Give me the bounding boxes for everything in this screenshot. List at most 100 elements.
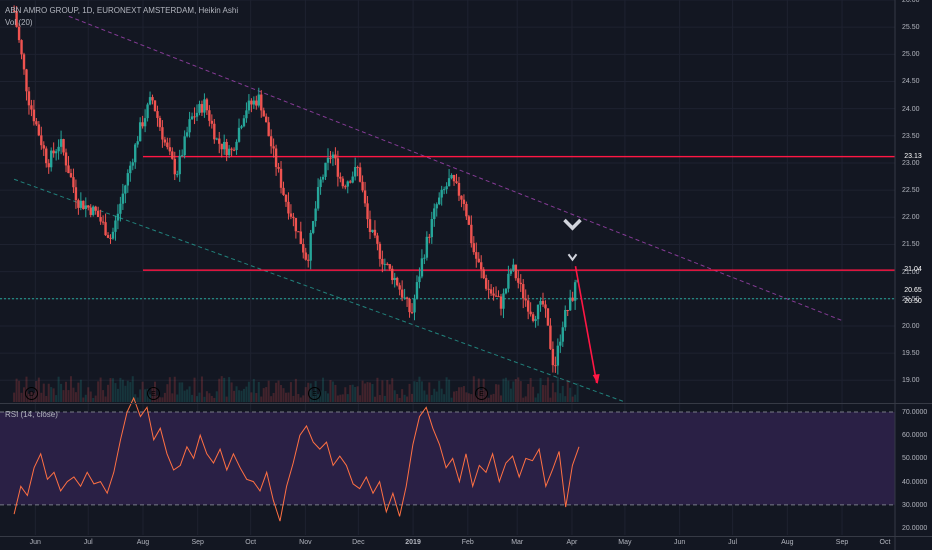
candle-body xyxy=(227,148,231,156)
candle-body xyxy=(257,94,260,106)
candle-body xyxy=(59,139,63,147)
candle-body xyxy=(180,155,184,157)
volume-bar xyxy=(551,382,554,402)
volume-bar xyxy=(230,382,233,402)
volume-bar xyxy=(74,392,77,402)
volume-bar xyxy=(302,395,305,402)
volume-bar xyxy=(47,383,50,402)
candle-body xyxy=(346,181,349,187)
candle-body xyxy=(319,179,322,188)
volume-bar xyxy=(349,385,352,402)
candle-body xyxy=(405,297,409,299)
volume-bar xyxy=(245,386,248,402)
candle-body xyxy=(522,284,525,299)
candle-body xyxy=(42,145,45,149)
volume-bar xyxy=(542,384,545,402)
volume-bar xyxy=(240,390,243,402)
volume-bar xyxy=(176,394,179,402)
volume-bar xyxy=(270,396,273,402)
candle-body xyxy=(408,298,411,313)
candle-body xyxy=(524,298,527,301)
volume-bar xyxy=(257,381,260,402)
volume-bar xyxy=(467,393,470,402)
y-tick-label: 26.00 xyxy=(902,0,920,4)
candle-body xyxy=(334,154,337,159)
candle-body xyxy=(49,150,53,168)
candle-body xyxy=(517,278,520,283)
volume-bar xyxy=(457,387,460,402)
candle-body xyxy=(366,203,369,220)
volume-bar xyxy=(465,392,468,402)
horizontal-levels xyxy=(0,155,895,300)
volume-bar xyxy=(228,377,231,402)
x-tick-label: 2019 xyxy=(405,539,421,546)
earnings-event-marker[interactable]: E xyxy=(147,387,160,400)
candle-body xyxy=(220,143,223,150)
dividend-event-marker[interactable]: D xyxy=(25,387,38,400)
volume-bar xyxy=(532,386,535,402)
candlesticks xyxy=(12,5,579,375)
volume-bar xyxy=(425,394,428,402)
candle-body xyxy=(72,177,75,188)
candle-body xyxy=(255,100,258,106)
earnings-event-marker[interactable]: E xyxy=(475,387,488,400)
volume-bar xyxy=(556,376,559,402)
earnings-event-marker[interactable]: E xyxy=(308,387,321,400)
volume-bar xyxy=(519,381,522,402)
candle-body xyxy=(22,54,26,70)
candle-body xyxy=(450,174,453,179)
volume-bar xyxy=(277,380,280,402)
volume-bar xyxy=(141,381,144,402)
volume-bar xyxy=(220,376,223,402)
candle-body xyxy=(240,126,243,128)
rsi-label: RSI (14, close) xyxy=(5,410,58,419)
volume-bar xyxy=(299,397,302,402)
candle-body xyxy=(447,178,451,187)
candle-body xyxy=(195,112,199,117)
volume-bar xyxy=(294,378,297,402)
candle-body xyxy=(287,201,290,214)
price-badge-21-04: 21.04 xyxy=(904,266,922,273)
candle-body xyxy=(418,276,421,283)
volume-bar xyxy=(351,384,354,402)
candle-body xyxy=(190,116,194,120)
volume-bar xyxy=(341,394,344,402)
volume-bar xyxy=(225,396,228,402)
volume-bar xyxy=(440,388,443,402)
candle-body xyxy=(62,139,65,153)
candle-body xyxy=(526,300,530,312)
volume-bar xyxy=(82,397,85,402)
candle-body xyxy=(551,348,555,366)
volume-bar xyxy=(97,381,100,402)
volume-bar xyxy=(522,397,525,402)
candle-body xyxy=(168,147,172,152)
candle-body xyxy=(316,187,320,209)
volume-bar xyxy=(428,382,431,402)
candle-body xyxy=(465,203,468,217)
volume-bar xyxy=(210,395,213,402)
volume-bar xyxy=(571,396,574,402)
candle-body xyxy=(282,187,285,195)
candle-body xyxy=(232,149,236,151)
volume-bar xyxy=(52,388,55,402)
candle-body xyxy=(438,197,441,205)
x-tick-label: Nov xyxy=(299,539,312,546)
volume-label: Vol (20) xyxy=(5,18,33,27)
candle-body xyxy=(153,100,157,112)
candle-body xyxy=(302,243,305,253)
volume-bar xyxy=(67,390,70,402)
candle-body xyxy=(96,210,100,217)
candle-body xyxy=(89,207,92,215)
volume-bar xyxy=(15,378,18,402)
candle-body xyxy=(509,270,513,274)
volume-bar xyxy=(574,394,577,402)
y-tick-label: 19.00 xyxy=(902,377,920,385)
volume-bar xyxy=(166,384,169,402)
candle-body xyxy=(430,219,433,238)
volume-bar xyxy=(69,376,72,402)
candle-body xyxy=(230,148,233,150)
trendline-channel-top xyxy=(68,15,843,321)
volume-bar xyxy=(398,397,401,402)
rsi-y-tick-label: 70.0000 xyxy=(902,408,928,416)
